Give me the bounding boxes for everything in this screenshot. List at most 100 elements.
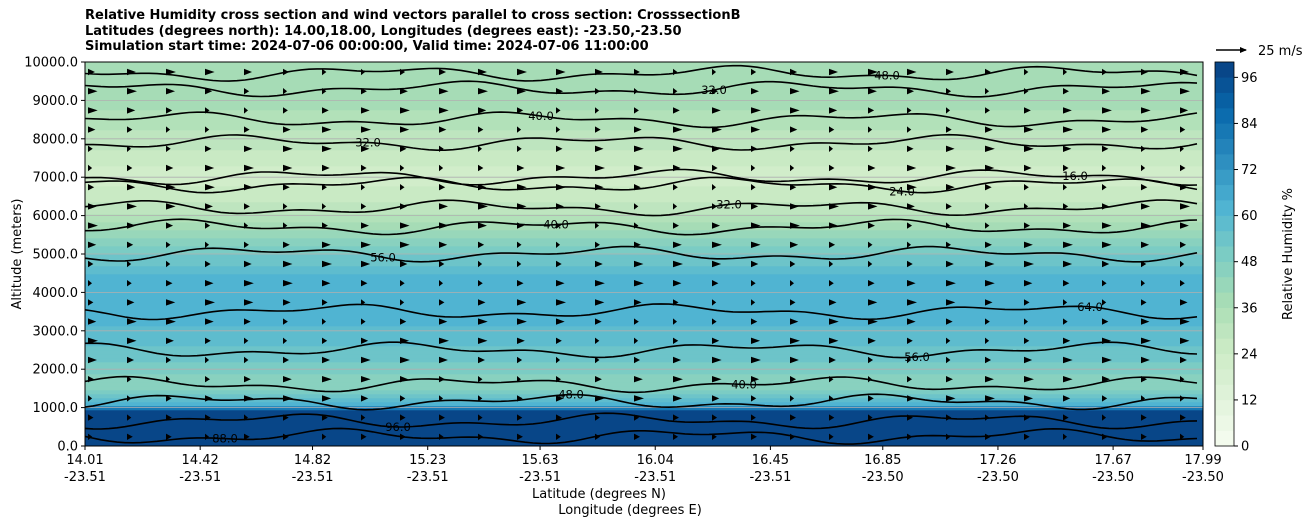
wind-vector-arrow [907,337,913,344]
wind-vector-arrow [1063,280,1070,287]
wind-vector-arrow [400,222,410,229]
colorbar-swatch [1215,307,1234,324]
wind-vector-arrow [517,164,525,172]
wind-vector-arrow [829,299,837,306]
humidity-band [85,169,1203,175]
contour-label: 56.0 [370,250,396,264]
wind-vector-arrow [1180,164,1186,172]
humidity-band [85,201,1203,207]
wind-vector-arrow [361,280,368,287]
wind-vector-arrow [1102,241,1112,248]
wind-vector-arrow [478,68,487,76]
colorbar-swatch [1215,338,1234,355]
colorbar-swatch [1215,230,1234,247]
colorbar-swatch [1215,92,1234,109]
humidity-band [85,369,1203,375]
wind-vector-arrow [517,318,527,325]
wind-vector-arrow [1063,164,1069,172]
wind-vector-arrow [829,241,836,248]
contour-line [85,375,1198,394]
wind-vector-arrow [907,107,912,114]
wind-vector-arrow [1141,280,1146,287]
grid [85,62,1203,446]
wind-vector-arrow [712,203,718,210]
wind-vector-arrow [127,337,137,344]
wind-vector-arrow [868,299,878,306]
humidity-band [85,309,1203,315]
humidity-band [85,301,1203,307]
wind-vector-arrow [634,222,639,229]
wind-vector-arrow [1180,376,1185,383]
colorbar-tick-label: 24 [1241,347,1258,362]
wind-vector-arrow [205,145,212,152]
humidity-band [85,429,1203,435]
wind-vector-arrow [322,337,328,344]
wind-vector-arrow [751,299,756,306]
wind-vector-arrow [1063,203,1069,210]
wind-vector-arrow [985,356,992,364]
y-tick-label: 1000.0 [33,401,79,416]
wind-vector-arrow [517,184,527,191]
wind-vector-arrow [1180,318,1190,325]
wind-vector-arrow [868,260,873,268]
wind-vector-arrow [1141,356,1150,364]
wind-vector-arrow [985,68,991,76]
wind-vector-arrow [244,280,254,287]
humidity-band [85,397,1203,403]
wind-vector-arrow [127,356,135,364]
wind-vector-arrow [88,318,97,325]
wind-vector-arrow [361,203,367,210]
wind-vector-arrow [88,260,94,268]
wind-vector-arrow [517,68,527,76]
wind-vector-arrow [712,376,722,383]
wind-vector-arrow [517,280,524,287]
wind-vector-arrow [829,145,834,152]
wind-vector-arrow [595,318,602,325]
wind-vector-arrow [790,88,800,95]
humidity-band [85,241,1203,247]
wind-vector-arrow [595,126,601,133]
wind-vector-arrow [205,299,215,306]
wind-vector-arrow [712,126,722,133]
colorbar-swatch [1215,61,1234,78]
wind-vector-arrow [478,222,487,229]
wind-vector-arrow [868,184,878,191]
wind-vector-arrow [244,241,249,248]
wind-vector-arrow [1141,241,1150,248]
wind-vector-arrow [478,414,483,421]
wind-vector-arrow [1180,126,1186,133]
wind-vector-arrow [829,164,835,172]
colorbar-swatch [1215,261,1234,278]
x-tick-label-lon: -23.50 [1092,470,1134,485]
humidity-band [85,137,1203,143]
wind-vector-arrow [634,299,642,306]
humidity-field [85,62,1203,446]
colorbar-swatch [1215,123,1234,139]
wind-vector-arrow [88,414,94,421]
humidity-band [85,401,1203,407]
wind-vector-arrow [829,318,839,325]
wind-vector-arrow [712,107,721,114]
wind-vector-arrow [1141,318,1150,325]
wind-vector-arrow [517,222,525,229]
wind-vector-arrow [790,318,799,325]
wind-vector-arrow [166,280,173,287]
wind-vector-arrow [322,433,327,440]
humidity-band [85,361,1203,367]
wind-vector-arrow [751,318,758,325]
x-axis: 14.01 -23.51 14.42 -23.51 14.82 -23.51 15.23 -2… [64,446,1224,485]
wind-vector-arrow [1102,280,1107,287]
wind-vector-arrow [1180,241,1187,248]
colorbar-swatch [1215,246,1234,262]
humidity-band [85,261,1203,267]
wind-vector-arrow [88,107,98,114]
wind-vector-arrow [1024,433,1030,440]
wind-vector-arrow [751,107,761,114]
wind-vector-arrow [790,433,796,440]
wind-vector-arrow [361,68,366,76]
wind-vector-arrow [127,414,132,421]
wind-vector-arrow [868,126,873,133]
wind-vector-arrow [1141,88,1151,95]
humidity-band [85,113,1203,119]
contour-line [85,64,1198,82]
